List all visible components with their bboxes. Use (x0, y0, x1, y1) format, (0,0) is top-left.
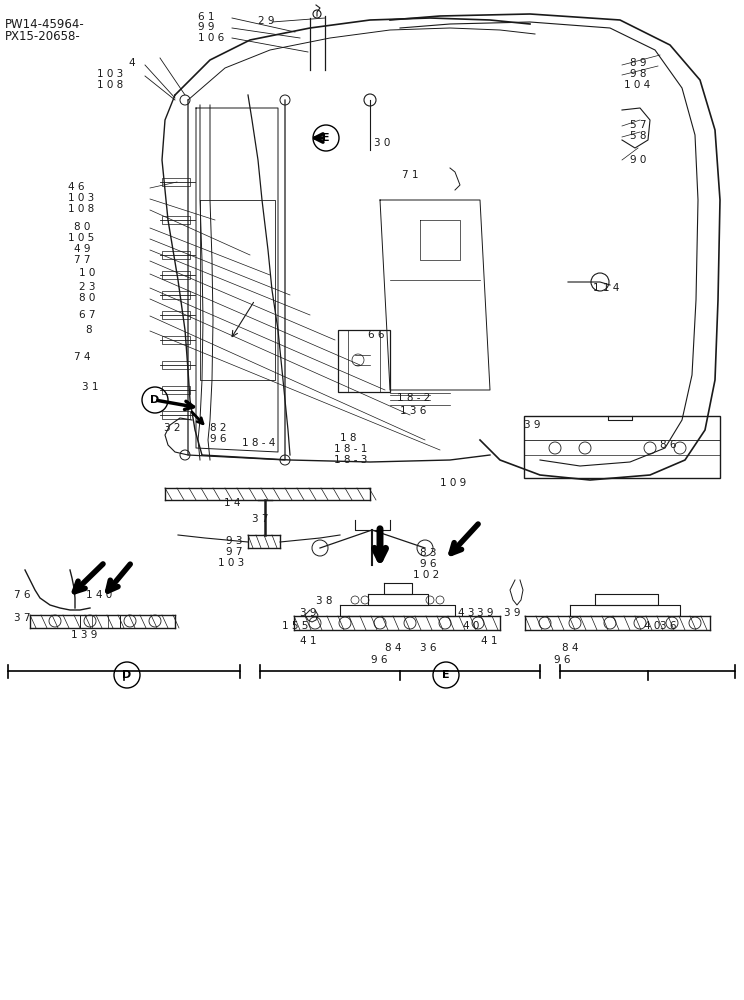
Text: 9 6: 9 6 (210, 434, 226, 444)
Bar (162, 251, 190, 259)
Text: 9 6: 9 6 (420, 559, 437, 569)
Text: 1 8 - 4: 1 8 - 4 (242, 438, 275, 448)
Bar (338, 330, 390, 392)
Text: 1 0: 1 0 (79, 268, 95, 278)
Text: PW14-45964-: PW14-45964- (5, 18, 85, 31)
Bar (162, 311, 190, 319)
Text: 3 2: 3 2 (164, 423, 181, 433)
Text: 2 9: 2 9 (258, 16, 275, 26)
Text: 6 6: 6 6 (368, 330, 385, 340)
Text: 1 0 2: 1 0 2 (413, 570, 439, 580)
Text: 9 9: 9 9 (198, 22, 214, 32)
Bar (162, 216, 190, 224)
Text: 7 1: 7 1 (402, 170, 418, 180)
Text: 5 8: 5 8 (630, 131, 647, 141)
Text: 3 9: 3 9 (477, 608, 493, 618)
Text: 1 0 9: 1 0 9 (440, 478, 466, 488)
Text: 4: 4 (128, 58, 135, 68)
Text: 3 6: 3 6 (660, 621, 676, 631)
Text: 3 1: 3 1 (82, 382, 98, 392)
Text: 3 9: 3 9 (504, 608, 521, 618)
Text: D: D (122, 670, 132, 680)
Bar (162, 178, 190, 186)
Bar (162, 386, 190, 394)
Text: 1 0 8: 1 0 8 (97, 80, 124, 90)
Bar (162, 361, 190, 369)
Text: 1 0 4: 1 0 4 (624, 80, 650, 90)
Text: 1 5 5: 1 5 5 (282, 621, 308, 631)
Text: 1 0 6: 1 0 6 (198, 33, 224, 43)
Text: 1 3 6: 1 3 6 (400, 406, 426, 416)
Text: 4 9: 4 9 (74, 244, 91, 254)
Text: 4 6: 4 6 (68, 182, 85, 192)
Bar (162, 271, 190, 279)
Text: 1 0 3: 1 0 3 (218, 558, 244, 568)
Text: 7 4: 7 4 (74, 352, 91, 362)
Bar (524, 416, 720, 478)
Text: 9 6: 9 6 (554, 655, 571, 665)
Text: 9 0: 9 0 (630, 155, 647, 165)
Text: 4 1: 4 1 (481, 636, 498, 646)
Text: 1 8 - 3: 1 8 - 3 (334, 455, 368, 465)
Text: 8 9: 8 9 (630, 58, 647, 68)
Text: 1 4: 1 4 (224, 498, 240, 508)
Text: 3 9: 3 9 (524, 420, 540, 430)
Text: 4 3: 4 3 (458, 608, 475, 618)
Text: 3 8: 3 8 (316, 596, 333, 606)
Bar (162, 291, 190, 299)
Text: 1 0 5: 1 0 5 (68, 233, 94, 243)
Text: 1 3 9: 1 3 9 (71, 630, 97, 640)
Text: 9 3: 9 3 (226, 536, 243, 546)
Text: 1 0 3: 1 0 3 (68, 193, 94, 203)
Bar (162, 336, 190, 344)
Text: 8 4: 8 4 (562, 643, 579, 653)
Text: 8: 8 (85, 325, 92, 335)
Text: 1 0 8: 1 0 8 (68, 204, 94, 214)
Text: 1 8 - 1: 1 8 - 1 (334, 444, 368, 454)
Text: E: E (322, 133, 330, 143)
Text: E: E (442, 670, 450, 680)
Text: 6 7: 6 7 (79, 310, 95, 320)
Text: D: D (150, 395, 160, 405)
Text: 9 8: 9 8 (630, 69, 647, 79)
Text: 8 0: 8 0 (74, 222, 90, 232)
Text: 8 2: 8 2 (210, 423, 226, 433)
Text: 2 3: 2 3 (79, 282, 95, 292)
Text: 1 4 0: 1 4 0 (86, 590, 112, 600)
Text: 6 1: 6 1 (198, 12, 214, 22)
Bar (162, 411, 190, 419)
Text: 1 0 3: 1 0 3 (97, 69, 124, 79)
Text: 9 6: 9 6 (371, 655, 388, 665)
Text: 1 8: 1 8 (340, 433, 356, 443)
Text: 4 0: 4 0 (463, 621, 479, 631)
Text: 4 0: 4 0 (644, 621, 661, 631)
Text: 3 7: 3 7 (252, 514, 269, 524)
Text: 3 9: 3 9 (300, 608, 316, 618)
Text: 9 7: 9 7 (226, 547, 243, 557)
Text: 7 7: 7 7 (74, 255, 91, 265)
Text: 7 6: 7 6 (14, 590, 31, 600)
Text: 8 6: 8 6 (660, 440, 676, 450)
Text: 3 6: 3 6 (420, 643, 437, 653)
Text: 3 7: 3 7 (14, 613, 31, 623)
Text: 3 0: 3 0 (374, 138, 391, 148)
Text: PX15-20658-: PX15-20658- (5, 30, 81, 43)
Text: 4 1: 4 1 (300, 636, 316, 646)
Text: 1 1 4: 1 1 4 (593, 283, 619, 293)
Text: 8 4: 8 4 (385, 643, 402, 653)
Text: 8 0: 8 0 (79, 293, 95, 303)
Text: 8 3: 8 3 (420, 548, 437, 558)
Text: 1 8 - 2: 1 8 - 2 (397, 393, 430, 403)
Text: 5 7: 5 7 (630, 120, 647, 130)
